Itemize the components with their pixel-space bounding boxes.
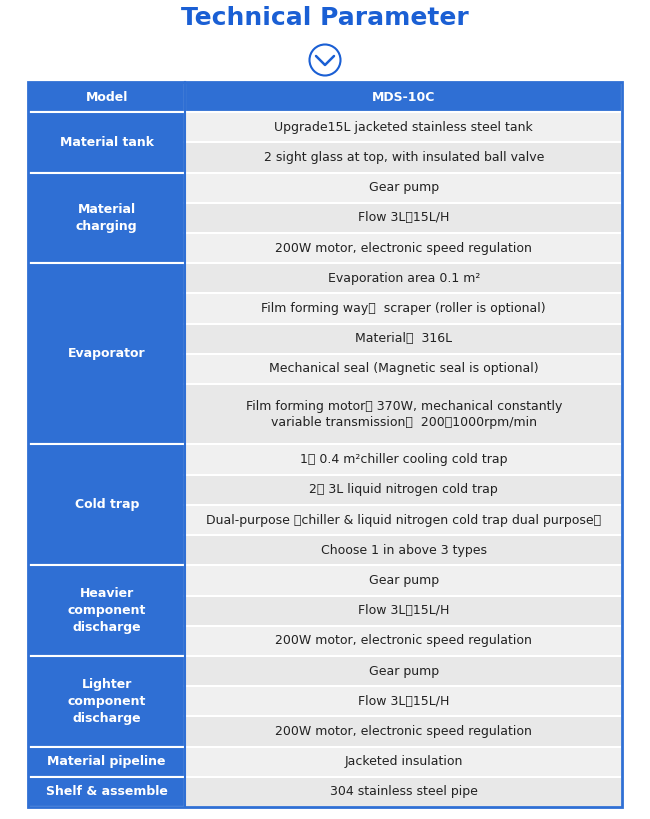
- Text: Flow 3L～15L/H: Flow 3L～15L/H: [358, 604, 449, 618]
- Bar: [185, 82, 622, 112]
- Text: 1、 0.4 m²chiller cooling cold trap: 1、 0.4 m²chiller cooling cold trap: [300, 453, 508, 466]
- Text: Dual-purpose （chiller & liquid nitrogen cold trap dual purpose）: Dual-purpose （chiller & liquid nitrogen …: [206, 514, 601, 527]
- Text: 2 sight glass at top, with insulated ball valve: 2 sight glass at top, with insulated bal…: [263, 151, 544, 164]
- Text: Material tank: Material tank: [60, 136, 153, 149]
- Bar: [28, 82, 622, 807]
- Text: Gear pump: Gear pump: [369, 181, 439, 194]
- Bar: [28, 776, 185, 807]
- Bar: [185, 747, 622, 776]
- Text: Technical Parameter: Technical Parameter: [181, 6, 469, 30]
- Text: 2、 3L liquid nitrogen cold trap: 2、 3L liquid nitrogen cold trap: [309, 483, 498, 496]
- Text: Shelf & assemble: Shelf & assemble: [46, 785, 168, 799]
- Text: Material pipeline: Material pipeline: [47, 755, 166, 768]
- Text: Choose 1 in above 3 types: Choose 1 in above 3 types: [320, 544, 487, 557]
- Bar: [185, 565, 622, 595]
- Bar: [28, 173, 185, 263]
- Bar: [28, 747, 185, 776]
- Bar: [28, 112, 185, 173]
- Bar: [185, 595, 622, 626]
- Bar: [185, 384, 622, 445]
- Bar: [185, 626, 622, 656]
- Text: Flow 3L～15L/H: Flow 3L～15L/H: [358, 695, 449, 708]
- Text: Jacketed insulation: Jacketed insulation: [344, 755, 463, 768]
- Bar: [185, 475, 622, 505]
- Text: Mechanical seal (Magnetic seal is optional): Mechanical seal (Magnetic seal is option…: [269, 363, 538, 375]
- Text: Flow 3L～15L/H: Flow 3L～15L/H: [358, 211, 449, 224]
- Bar: [185, 505, 622, 535]
- Bar: [185, 717, 622, 747]
- Bar: [28, 445, 185, 565]
- Text: MDS-10C: MDS-10C: [372, 91, 436, 104]
- Bar: [185, 263, 622, 293]
- Bar: [185, 324, 622, 354]
- Text: Evaporator: Evaporator: [68, 347, 146, 360]
- Text: 200W motor, electronic speed regulation: 200W motor, electronic speed regulation: [275, 635, 532, 647]
- Text: Upgrade15L jacketed stainless steel tank: Upgrade15L jacketed stainless steel tank: [274, 121, 533, 133]
- Bar: [185, 112, 622, 143]
- Bar: [185, 776, 622, 807]
- Bar: [185, 293, 622, 324]
- Text: Evaporation area 0.1 m²: Evaporation area 0.1 m²: [328, 272, 480, 285]
- Text: Gear pump: Gear pump: [369, 664, 439, 677]
- Bar: [185, 354, 622, 384]
- Text: Material
charging: Material charging: [76, 203, 138, 233]
- Text: 200W motor, electronic speed regulation: 200W motor, electronic speed regulation: [275, 242, 532, 255]
- Bar: [185, 233, 622, 263]
- Text: Cold trap: Cold trap: [75, 499, 139, 511]
- Bar: [28, 263, 185, 445]
- Text: Material：  316L: Material： 316L: [355, 333, 452, 346]
- Text: 304 stainless steel pipe: 304 stainless steel pipe: [330, 785, 478, 799]
- Text: 200W motor, electronic speed regulation: 200W motor, electronic speed regulation: [275, 725, 532, 738]
- Text: Lighter
component
discharge: Lighter component discharge: [68, 678, 146, 725]
- Bar: [185, 445, 622, 475]
- Bar: [185, 203, 622, 233]
- Bar: [185, 143, 622, 173]
- Text: Heavier
component
discharge: Heavier component discharge: [68, 587, 146, 634]
- Bar: [185, 686, 622, 717]
- Bar: [185, 656, 622, 686]
- Text: Model: Model: [86, 91, 128, 104]
- Bar: [28, 565, 185, 656]
- Bar: [185, 173, 622, 203]
- Text: Film forming motor： 370W, mechanical constantly
variable transmission，  200～1000: Film forming motor： 370W, mechanical con…: [246, 400, 562, 429]
- Bar: [28, 656, 185, 747]
- Bar: [28, 82, 185, 112]
- Text: Gear pump: Gear pump: [369, 574, 439, 587]
- Text: Film forming way：  scraper (roller is optional): Film forming way： scraper (roller is opt…: [261, 302, 546, 315]
- Bar: [185, 535, 622, 565]
